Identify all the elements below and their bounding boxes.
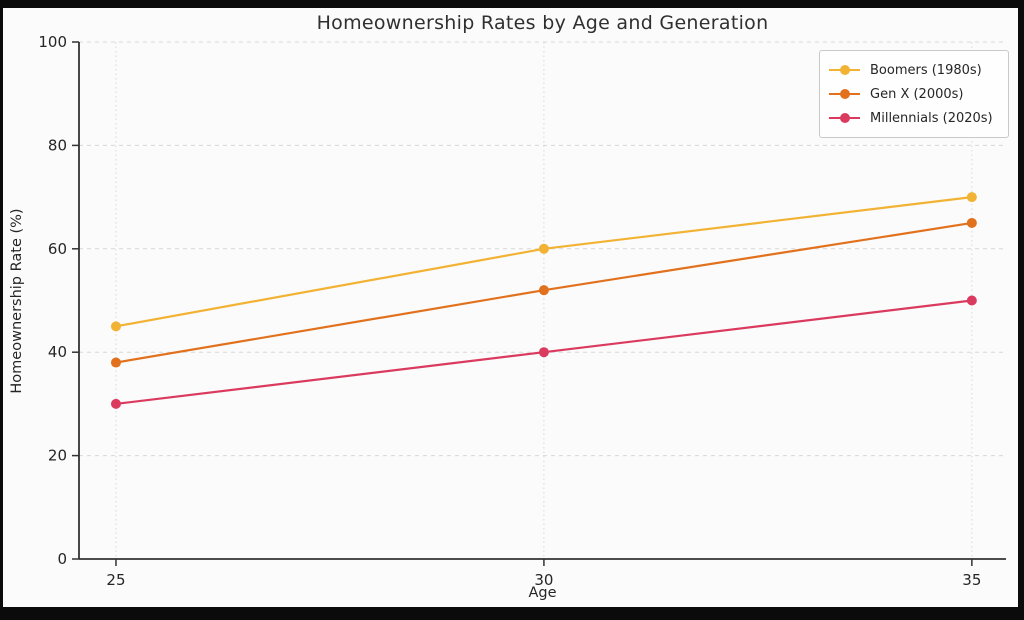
- data-point-marker: [966, 295, 977, 306]
- data-point-marker: [110, 321, 121, 332]
- legend-label: Boomers (1980s): [870, 62, 982, 78]
- legend-marker-icon: [839, 112, 850, 123]
- x-tick-label: 30: [534, 571, 553, 589]
- chart-figure: Homeownership Rates by Age and Generatio…: [3, 8, 1018, 607]
- data-point-marker: [538, 285, 549, 296]
- y-tick-label: 80: [48, 136, 67, 154]
- y-tick-label: 0: [57, 550, 67, 568]
- series-line: [114, 196, 973, 328]
- legend-marker-icon: [839, 88, 850, 99]
- x-axis-label: Age: [528, 585, 557, 601]
- y-tick-label: 60: [48, 240, 67, 258]
- y-tick-label: 100: [38, 33, 67, 51]
- legend-item-millennials: Millennials (2020s): [829, 106, 998, 130]
- legend: Boomers (1980s) Gen X (2000s) Millennial…: [819, 50, 1009, 138]
- legend-line-sample: [829, 112, 860, 123]
- legend-line-sample: [829, 64, 860, 75]
- legend-label: Gen X (2000s): [870, 86, 964, 102]
- legend-line-sample: [829, 88, 860, 99]
- data-point-marker: [966, 217, 977, 228]
- data-point-marker: [538, 347, 549, 358]
- line-chart-canvas: 0 20 40 60 80 100 25 30 35: [38, 33, 1006, 589]
- x-tick-label: 25: [106, 571, 125, 589]
- y-tick-label: 20: [48, 447, 67, 465]
- legend-marker-icon: [839, 64, 850, 75]
- data-point-marker: [110, 357, 121, 368]
- y-axis-label: Homeownership Rate (%): [9, 208, 25, 394]
- legend-item-boomers: Boomers (1980s): [829, 58, 998, 82]
- x-tick-label: 35: [962, 571, 981, 589]
- data-point-marker: [966, 192, 977, 203]
- data-point-marker: [110, 398, 121, 409]
- y-tick-label: 40: [48, 343, 67, 361]
- legend-item-genx: Gen X (2000s): [829, 82, 998, 106]
- data-point-marker: [538, 243, 549, 254]
- legend-label: Millennials (2020s): [870, 110, 993, 126]
- chart-title: Homeownership Rates by Age and Generatio…: [316, 12, 769, 34]
